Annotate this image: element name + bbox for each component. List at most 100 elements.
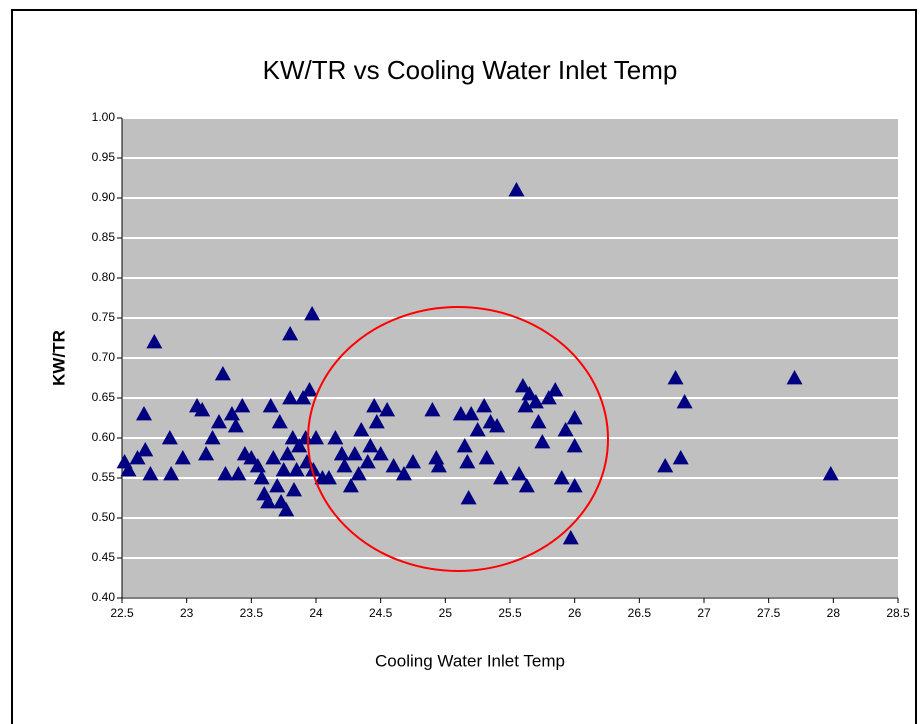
point xyxy=(288,462,305,477)
point xyxy=(372,446,389,461)
point xyxy=(353,422,370,437)
point xyxy=(327,430,344,445)
point xyxy=(566,410,583,425)
point xyxy=(278,502,295,517)
point xyxy=(194,402,211,417)
y-tick-label: 0.90 xyxy=(92,190,116,204)
point xyxy=(452,406,469,421)
point xyxy=(305,462,322,477)
point xyxy=(368,414,385,429)
y-tick-label: 1.00 xyxy=(92,110,116,124)
point xyxy=(137,442,154,457)
x-tick-label: 24 xyxy=(309,606,323,620)
point xyxy=(223,406,240,421)
point xyxy=(269,478,286,493)
x-tick-label: 23.5 xyxy=(240,606,264,620)
y-tick-label: 0.85 xyxy=(92,230,116,244)
point xyxy=(146,334,163,349)
point xyxy=(489,418,506,433)
x-tick-label: 23 xyxy=(180,606,194,620)
point xyxy=(395,466,412,481)
point xyxy=(308,430,324,445)
highlight-ellipse xyxy=(307,306,609,572)
point xyxy=(286,482,303,497)
point xyxy=(527,394,544,409)
y-tick-label: 0.55 xyxy=(92,470,116,484)
point xyxy=(291,438,308,453)
x-axis-label: Cooling Water Inlet Temp xyxy=(375,651,565,670)
y-tick-label: 0.40 xyxy=(92,590,116,604)
point xyxy=(672,450,689,465)
point xyxy=(320,470,337,485)
x-tick-label: 27.5 xyxy=(757,606,781,620)
point xyxy=(282,326,299,341)
point xyxy=(424,402,441,417)
point xyxy=(282,390,299,405)
point xyxy=(557,422,574,437)
point xyxy=(530,414,547,429)
point xyxy=(430,458,447,473)
point xyxy=(476,398,493,413)
y-tick-label: 0.50 xyxy=(92,510,116,524)
point xyxy=(227,418,244,433)
point xyxy=(517,398,534,413)
point xyxy=(163,466,180,481)
point xyxy=(359,454,376,469)
point xyxy=(521,386,538,401)
point xyxy=(230,466,247,481)
point xyxy=(478,450,495,465)
point xyxy=(295,390,312,405)
x-tick-label: 25.5 xyxy=(498,606,522,620)
y-axis-label: KW/TR xyxy=(49,330,68,386)
x-tick-label: 26 xyxy=(568,606,582,620)
point xyxy=(667,370,684,385)
point xyxy=(142,466,159,481)
point xyxy=(211,414,227,429)
point xyxy=(214,366,231,381)
point xyxy=(265,450,282,465)
point xyxy=(253,470,270,485)
y-tick-label: 0.70 xyxy=(92,350,116,364)
point xyxy=(553,470,570,485)
x-tick-label: 25 xyxy=(439,606,453,620)
point xyxy=(350,466,367,481)
x-tick-label: 26.5 xyxy=(628,606,652,620)
point xyxy=(346,446,363,461)
point xyxy=(511,466,528,481)
point xyxy=(786,370,803,385)
point xyxy=(460,490,477,505)
point xyxy=(518,478,535,493)
point xyxy=(540,390,557,405)
point xyxy=(249,458,266,473)
point xyxy=(366,398,383,413)
point xyxy=(676,394,693,409)
point xyxy=(198,446,215,461)
x-tick-label: 27 xyxy=(697,606,711,620)
point xyxy=(547,382,564,397)
point xyxy=(508,182,525,197)
point xyxy=(304,306,321,321)
point xyxy=(379,402,396,417)
point xyxy=(271,414,288,429)
point xyxy=(243,450,260,465)
point xyxy=(301,382,318,397)
point xyxy=(405,454,421,469)
point xyxy=(262,398,279,413)
point xyxy=(492,470,509,485)
x-tick-label: 24.5 xyxy=(369,606,393,620)
y-tick-label: 0.80 xyxy=(92,270,116,284)
point xyxy=(534,434,551,449)
chart-title: KW/TR vs Cooling Water Inlet Temp xyxy=(263,55,678,85)
point xyxy=(120,462,137,477)
point xyxy=(333,446,350,461)
point xyxy=(279,446,296,461)
point xyxy=(566,478,583,493)
point xyxy=(469,422,486,437)
point xyxy=(456,438,473,453)
point xyxy=(562,530,579,545)
point xyxy=(217,466,234,481)
point xyxy=(459,454,476,469)
y-tick-label: 0.95 xyxy=(92,150,116,164)
point xyxy=(657,458,674,473)
